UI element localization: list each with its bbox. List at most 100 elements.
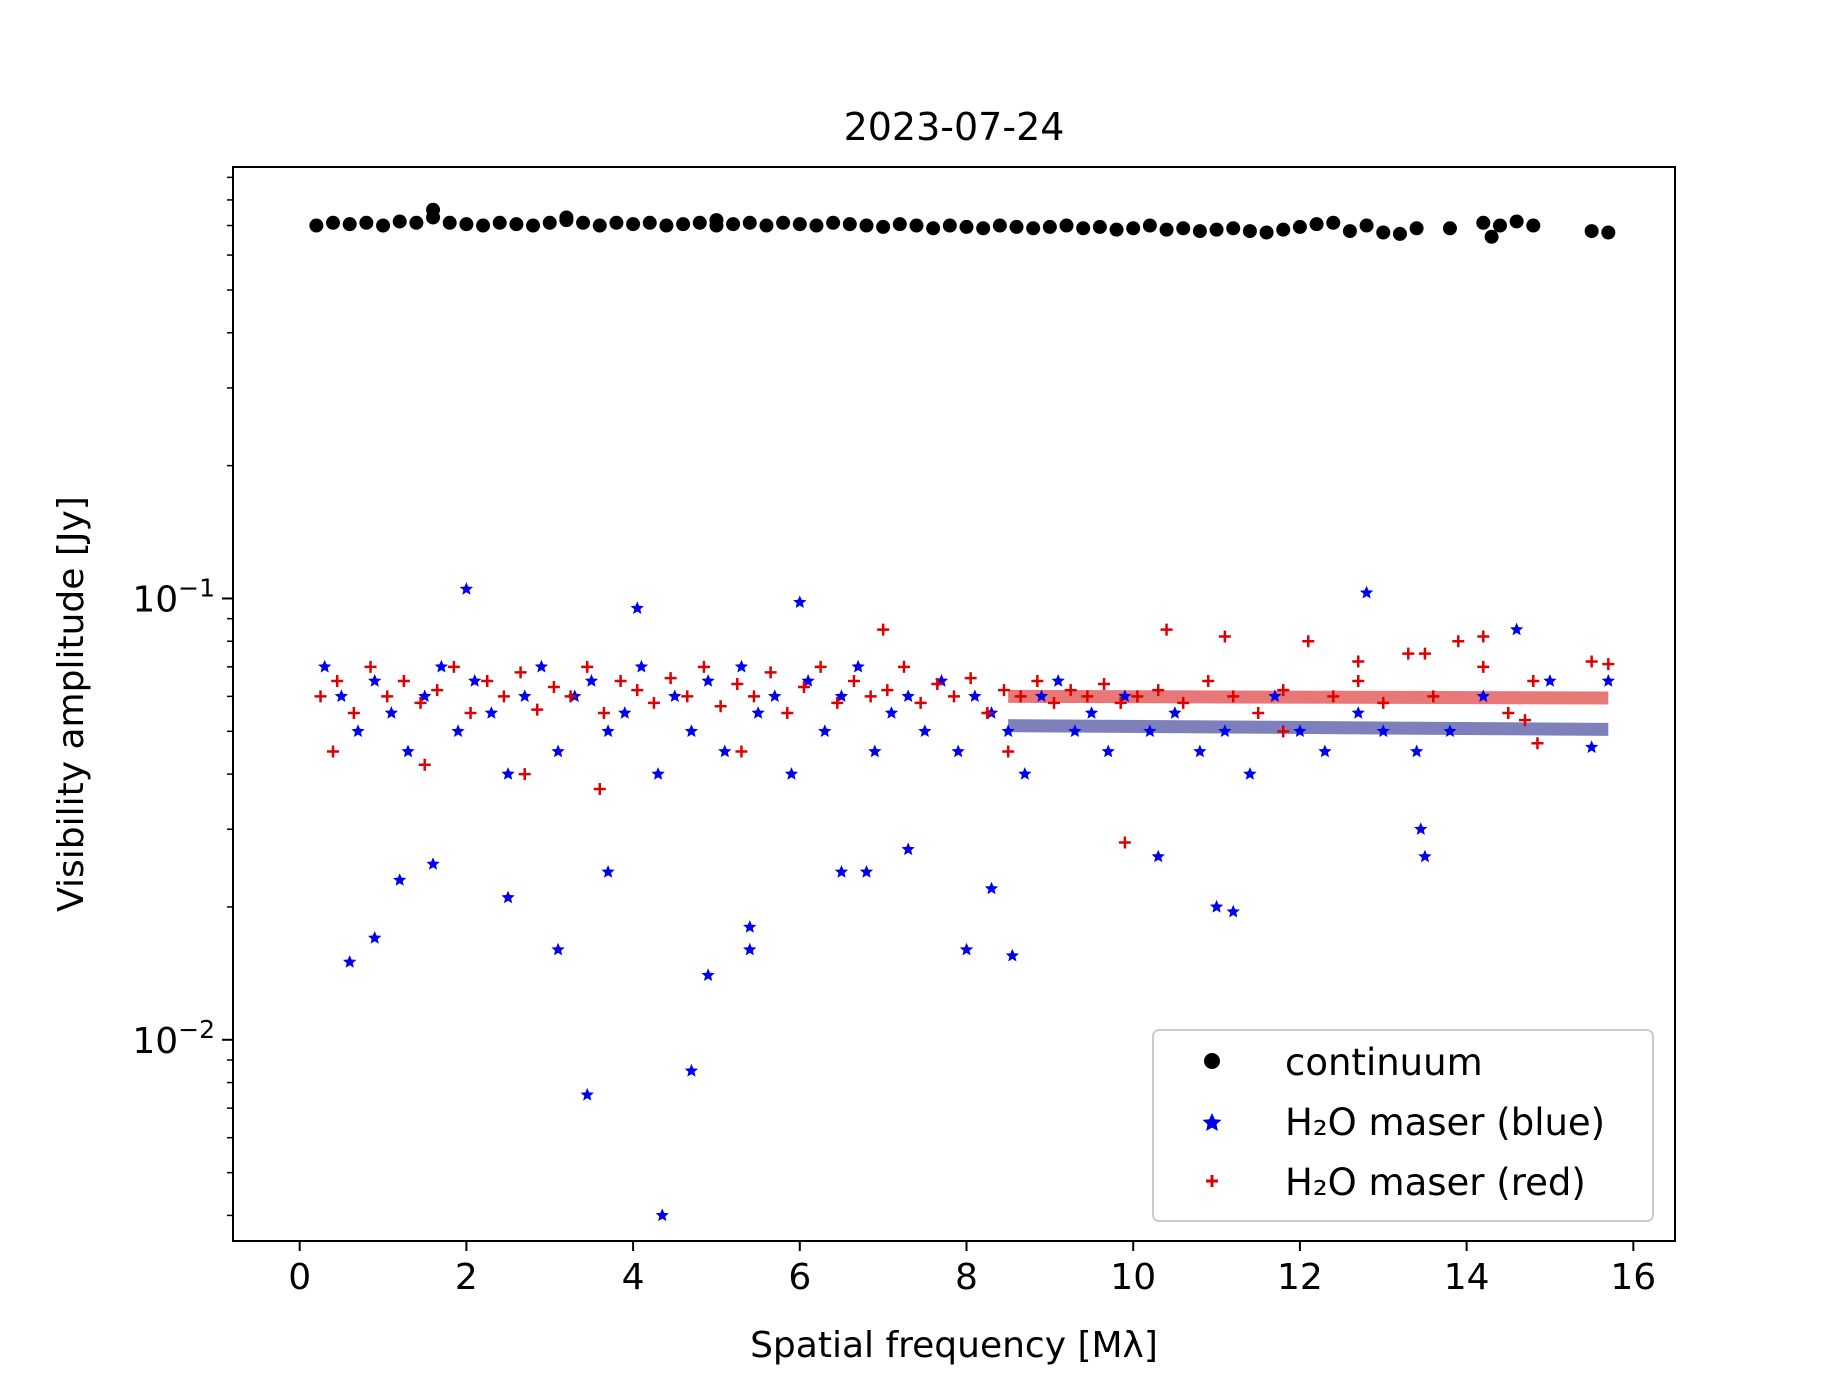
- blue-maser-point: [1351, 706, 1365, 719]
- red-maser-point: [1002, 745, 1015, 758]
- data-points: [309, 202, 1616, 1222]
- blue-maser-point: [1001, 724, 1015, 737]
- blue-maser-point: [1293, 724, 1307, 737]
- blue-maser-point: [668, 689, 682, 702]
- x-tick-label: 12: [1277, 1257, 1323, 1298]
- blue-maser-point: [684, 724, 699, 737]
- red-maser-point: [1227, 690, 1240, 703]
- x-tick-label: 16: [1610, 1257, 1656, 1298]
- fit-lines: [1008, 689, 1609, 736]
- red-maser-point: [1352, 655, 1365, 668]
- red-maser-point: [631, 684, 644, 697]
- blue-maser-point: [1193, 744, 1207, 758]
- blue-maser-point: [1476, 689, 1490, 702]
- red-maser-point: [964, 672, 977, 685]
- continuum-point: [492, 215, 507, 230]
- red-maser-point: [1252, 707, 1265, 720]
- continuum-point: [1326, 215, 1341, 230]
- blue-maser-point: [1143, 724, 1157, 737]
- red-maser-point: [1277, 725, 1290, 738]
- blue-maser-point: [793, 595, 807, 608]
- red-maser-point: [531, 703, 544, 716]
- blue-maser-point: [468, 674, 482, 687]
- blue-maser-point: [601, 724, 615, 737]
- red-maser-point: [1202, 675, 1215, 688]
- x-axis-label: Spatial frequency [Mλ]: [750, 1325, 1158, 1366]
- x-axis: 0 2 4 6 8 10 12 14 16: [288, 1241, 1656, 1298]
- red-maser-point: [431, 684, 444, 697]
- red-maser-point: [914, 696, 927, 709]
- red-maser-point: [1452, 635, 1465, 648]
- continuum-point: [609, 215, 624, 230]
- continuum-point: [776, 215, 791, 230]
- legend-label-continuum: continuum: [1285, 1041, 1483, 1084]
- red-maser-point: [877, 623, 890, 636]
- blue-maser-point: [318, 659, 332, 673]
- continuum-point: [326, 215, 341, 230]
- x-tick-label: 14: [1444, 1257, 1490, 1298]
- continuum-point: [1276, 222, 1291, 237]
- red-maser-point: [1160, 623, 1173, 636]
- legend-marker-red-maser: [1206, 1175, 1218, 1187]
- blue-maser-point: [368, 931, 382, 944]
- continuum-point: [1484, 229, 1499, 244]
- red-maser-point: [447, 660, 460, 673]
- red-maser-point: [981, 707, 994, 720]
- blue-maser-point: [655, 1208, 669, 1222]
- blue-maser-point: [1601, 674, 1615, 687]
- x-tick-label: 0: [288, 1257, 311, 1298]
- red-maser-point: [781, 707, 794, 720]
- blue-maser-point: [1418, 849, 1432, 863]
- red-maser-point: [1377, 696, 1390, 709]
- continuum-point: [626, 217, 641, 232]
- blue-maser-point: [851, 659, 865, 673]
- blue-maser-point: [918, 724, 932, 737]
- blue-maser-point: [1359, 585, 1374, 599]
- blue-maser-point: [484, 706, 499, 719]
- continuum-point: [459, 217, 474, 232]
- blue-maser-point: [1005, 948, 1019, 962]
- continuum-point: [1509, 214, 1524, 229]
- legend: continuum H₂O maser (blue) H₂O maser (re…: [1152, 1029, 1654, 1222]
- red-maser-point: [614, 675, 627, 688]
- continuum-point: [1476, 215, 1491, 230]
- red-maser-point: [831, 696, 844, 709]
- blue-maser-point: [459, 582, 473, 595]
- continuum-point: [1359, 218, 1374, 233]
- continuum-point: [759, 218, 774, 233]
- red-maser-point: [764, 666, 777, 679]
- red-maser-point: [1098, 678, 1111, 691]
- blue-maser-point: [1585, 740, 1599, 753]
- red-maser-point: [331, 675, 344, 688]
- red-maser-point: [1064, 684, 1077, 697]
- continuum-point: [392, 214, 407, 229]
- red-maser-point: [948, 690, 960, 703]
- blue-maser-point: [1409, 744, 1424, 758]
- continuum-point: [1042, 219, 1057, 234]
- continuum-point: [1392, 226, 1407, 241]
- red-maser-point: [747, 690, 760, 703]
- continuum-point: [1209, 222, 1224, 237]
- blue-maser-point: [1084, 706, 1099, 719]
- red-maser-point: [464, 707, 477, 720]
- red-maser-point: [597, 707, 610, 720]
- continuum-point: [1292, 219, 1307, 234]
- blue-maser-point: [451, 724, 465, 737]
- continuum-point: [826, 215, 841, 230]
- continuum-point: [592, 218, 607, 233]
- continuum-point: [1601, 225, 1616, 240]
- blue-maser-point: [580, 1087, 594, 1101]
- blue-maser-point: [684, 1063, 699, 1077]
- red-maser-point: [1585, 655, 1598, 668]
- continuum-point: [876, 219, 891, 234]
- blue-maser-point: [351, 724, 365, 737]
- x-tick-label: 4: [622, 1257, 645, 1298]
- blue-maser-point: [1414, 822, 1428, 835]
- continuum-point: [1026, 221, 1041, 236]
- continuum-point: [1142, 218, 1157, 233]
- continuum-point: [342, 217, 357, 232]
- blue-maser-point: [1376, 724, 1390, 737]
- continuum-point: [892, 217, 907, 232]
- continuum-point: [476, 218, 491, 233]
- fit-line: [1008, 689, 1609, 705]
